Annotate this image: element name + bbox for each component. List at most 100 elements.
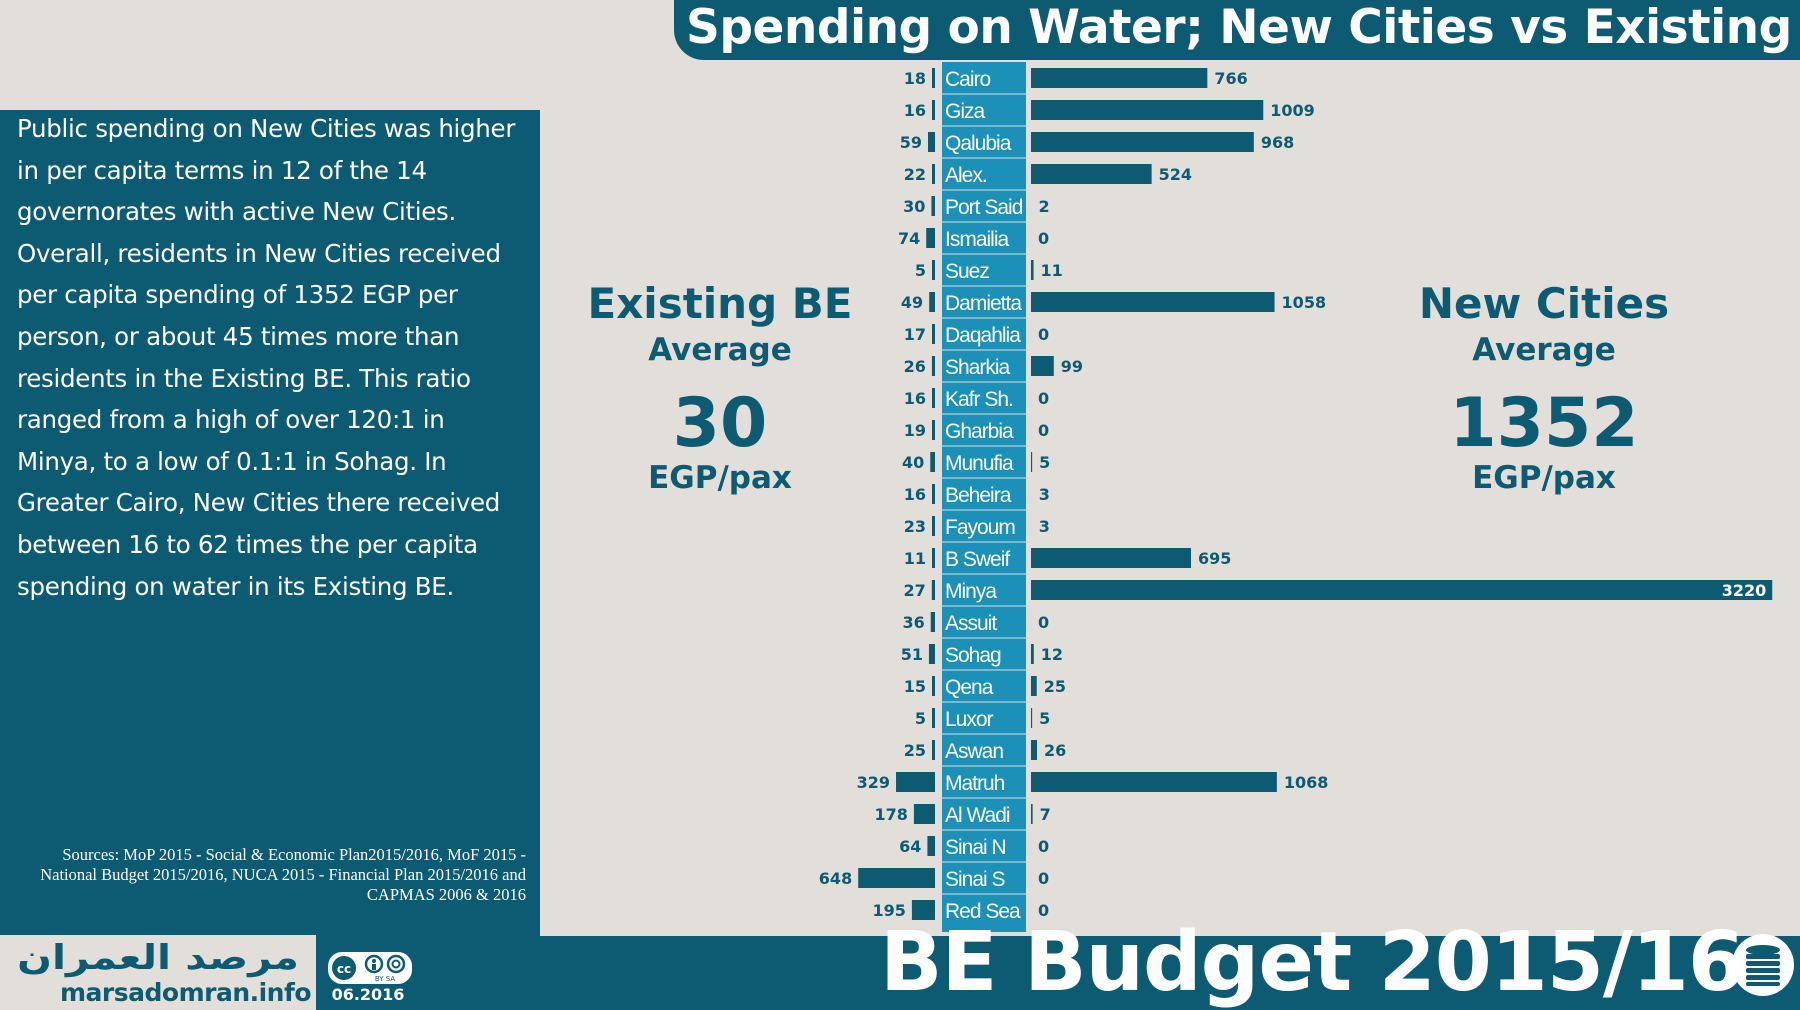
- new-cities-value-label: 2: [1038, 197, 1049, 216]
- existing-value-label: 17: [904, 325, 926, 344]
- new-cities-value-label: 1068: [1284, 773, 1329, 792]
- existing-value-label: 15: [904, 677, 926, 696]
- new-cities-bar: [1031, 740, 1037, 760]
- category-label: Port Said: [945, 196, 1023, 219]
- category-label: Assuit: [945, 612, 997, 635]
- new-cities-bar: [1031, 100, 1264, 120]
- new-cities-bar: [1031, 68, 1208, 88]
- existing-value-label: 5: [915, 261, 926, 280]
- new-cities-bar: [1031, 676, 1037, 696]
- new-cities-value-label: 0: [1038, 613, 1049, 632]
- coin-stack-icon: [1732, 934, 1794, 996]
- existing-bar: [858, 868, 935, 888]
- existing-value-label: 195: [872, 901, 905, 920]
- cc-badge-text: BY SA: [375, 975, 395, 983]
- new-cities-bar: [1031, 292, 1275, 312]
- new-cities-value-label: 26: [1044, 741, 1066, 760]
- category-label: Damietta: [945, 292, 1022, 315]
- new-cities-value-label: 968: [1261, 133, 1294, 152]
- sources-note: Sources: MoP 2015 - Social & Economic Pl…: [40, 845, 526, 904]
- new-cities-value-label: 3220: [1722, 581, 1767, 600]
- new-cities-bar: [1031, 452, 1033, 472]
- new-cities-value-label: 766: [1214, 69, 1247, 88]
- existing-bar: [928, 644, 935, 664]
- existing-bar: [931, 580, 935, 600]
- category-label: Qena: [945, 676, 994, 699]
- new-cities-value-label: 0: [1038, 421, 1049, 440]
- existing-unit: EGP/pax: [648, 460, 792, 496]
- existing-value-label: 16: [904, 101, 926, 120]
- new-cities-bar: [1031, 772, 1277, 792]
- existing-value-label: 5: [915, 709, 926, 728]
- logo-area: [0, 935, 316, 1010]
- new-cities-value-label: 25: [1044, 677, 1066, 696]
- existing-bar: [930, 452, 935, 472]
- governorate-band: [942, 62, 1026, 932]
- new-cities-average-label: Average: [1472, 332, 1616, 368]
- existing-value-label: 18: [904, 69, 926, 88]
- svg-text:cc: cc: [337, 962, 351, 976]
- category-label: Kafr Sh.: [945, 388, 1013, 411]
- summary-panel: [0, 110, 540, 936]
- category-label: Sohag: [945, 644, 1001, 667]
- new-cities-value-label: 11: [1041, 261, 1063, 280]
- publish-date: 06.2016: [331, 985, 405, 1004]
- existing-value-label: 30: [903, 197, 925, 216]
- category-label: Daqahlia: [945, 324, 1021, 347]
- existing-bar: [932, 740, 935, 760]
- new-cities-bar: [1031, 132, 1254, 152]
- category-label: Cairo: [945, 68, 991, 91]
- existing-bar: [932, 388, 935, 408]
- new-cities-value-label: 5: [1039, 709, 1050, 728]
- existing-bar: [932, 68, 935, 88]
- existing-bar: [930, 612, 935, 632]
- existing-value-label: 329: [857, 773, 890, 792]
- existing-bar: [932, 516, 935, 536]
- cc-license-icon: cc BY SA: [326, 950, 414, 986]
- existing-bar: [896, 772, 935, 792]
- category-label: Aswan: [945, 740, 1003, 763]
- existing-value-label: 36: [902, 613, 924, 632]
- new-cities-bar: [1031, 580, 1773, 600]
- summary-text: Public spending on New Cities was higher…: [17, 114, 516, 601]
- existing-value-label: 25: [904, 741, 926, 760]
- existing-value-label: 16: [904, 389, 926, 408]
- existing-value-label: 27: [904, 581, 926, 600]
- category-label: Minya: [945, 580, 997, 603]
- new-cities-value-label: 0: [1038, 901, 1049, 920]
- existing-value-label: 40: [902, 453, 924, 472]
- existing-value-label: 26: [904, 357, 926, 376]
- logo-url[interactable]: marsadomran.info: [60, 978, 312, 1007]
- existing-bar: [931, 196, 935, 216]
- category-label: Matruh: [945, 772, 1005, 795]
- category-label: Ismailia: [945, 228, 1010, 251]
- category-label: Red Sea: [945, 900, 1021, 923]
- existing-average-value: 30: [672, 384, 768, 463]
- existing-bar: [911, 900, 935, 920]
- new-cities-value-label: 1009: [1270, 101, 1315, 120]
- logo-wordmark: مرصد العمران: [17, 938, 299, 978]
- category-label: Al Wadi: [945, 804, 1010, 827]
- category-label: Giza: [945, 100, 986, 123]
- new-cities-bar: [1031, 548, 1191, 568]
- chart-title: Spending on Water; New Cities vs Existin…: [686, 0, 1800, 55]
- existing-value-label: 19: [904, 421, 926, 440]
- new-cities-value-label: 0: [1038, 389, 1049, 408]
- category-label: Beheira: [945, 484, 1012, 507]
- existing-bar: [926, 228, 935, 248]
- new-cities-value-label: 3: [1039, 517, 1050, 536]
- existing-value-label: 51: [901, 645, 923, 664]
- category-label: Fayoum: [945, 516, 1015, 539]
- existing-bar: [931, 356, 935, 376]
- new-cities-bar: [1031, 164, 1152, 184]
- category-label: Sinai S: [945, 868, 1006, 891]
- new-cities-value-label: 5: [1039, 453, 1050, 472]
- new-cities-bar: [1031, 644, 1034, 664]
- existing-value-label: 178: [875, 805, 908, 824]
- category-label: Sharkia: [945, 356, 1011, 379]
- existing-value-label: 59: [900, 133, 922, 152]
- new-cities-value-label: 0: [1038, 869, 1049, 888]
- new-cities-average-value: 1352: [1449, 384, 1639, 463]
- footer-title: BE Budget 2015/16: [880, 915, 1745, 1010]
